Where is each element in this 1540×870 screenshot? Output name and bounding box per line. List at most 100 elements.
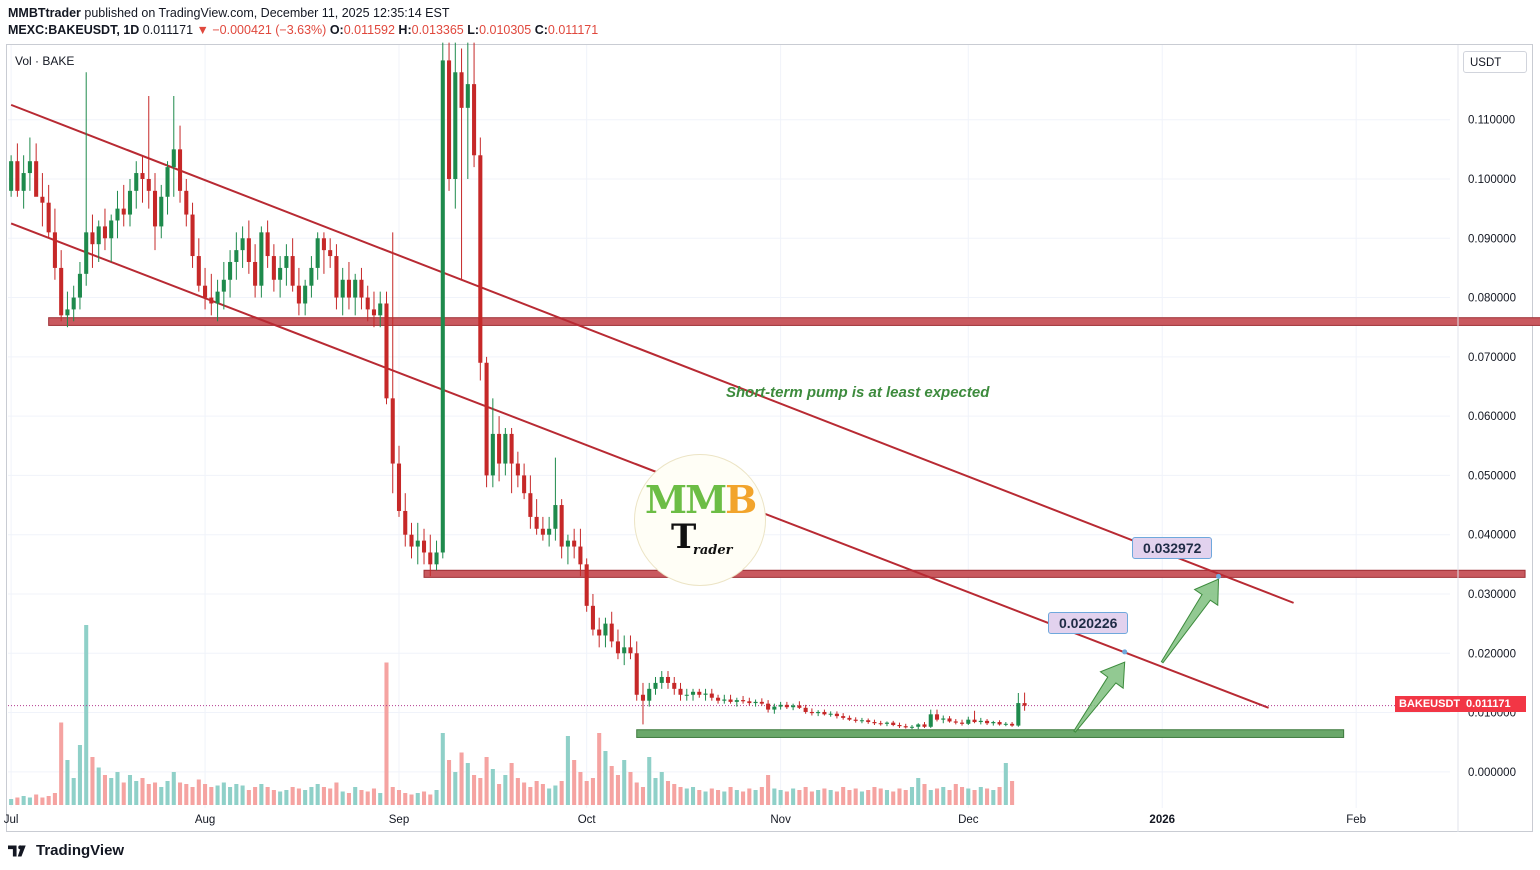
volume-bar	[597, 733, 602, 805]
candle-body	[609, 623, 614, 642]
volume-bar	[734, 790, 739, 805]
x-tick-label: 2026	[1149, 814, 1175, 826]
candle-body	[672, 682, 677, 689]
candle-body	[628, 647, 633, 654]
price-change: ▼ −0.000421 (−3.63%)	[196, 23, 327, 37]
volume-bar	[615, 775, 620, 805]
candle-body	[178, 149, 183, 191]
tradingview-footer[interactable]: TradingView	[8, 842, 124, 859]
mmb-trader-logo: MMB T rader	[634, 454, 766, 586]
candle-body	[872, 722, 877, 724]
logo-mm: MM	[645, 477, 727, 522]
volume-bar	[40, 797, 45, 805]
candle-body	[909, 726, 915, 728]
volume-bar	[822, 788, 827, 805]
volume-bar	[590, 778, 595, 805]
volume-bar	[353, 787, 358, 805]
volume-bar	[334, 782, 339, 805]
volume-bar	[84, 625, 89, 805]
y-tick-label: 0.040000	[1468, 530, 1516, 542]
volume-bar	[991, 790, 996, 805]
volume-bar	[246, 790, 251, 805]
currency-button[interactable]: USDT	[1463, 51, 1527, 73]
candle-body	[90, 232, 95, 245]
candle-body	[647, 688, 652, 701]
candle-body	[753, 701, 758, 704]
symbol-info: MEXC:BAKEUSDT, 1D 0.011171 ▼ −0.000421 (…	[8, 23, 598, 37]
volume-bar	[71, 778, 76, 805]
volume-bar	[359, 790, 364, 805]
volume-bar	[578, 772, 583, 805]
y-tick-label: 0.030000	[1468, 589, 1516, 601]
volume-bar	[309, 787, 314, 805]
resistance-zone	[48, 317, 1540, 326]
candle-body	[515, 463, 520, 476]
volume-bar	[859, 791, 864, 805]
candle-body	[615, 641, 620, 654]
candle-body	[784, 704, 789, 708]
volume-bar	[115, 772, 120, 805]
candle-body	[772, 706, 777, 710]
volume-bar	[447, 760, 452, 805]
volume-bar	[146, 784, 151, 805]
candle-body	[21, 173, 26, 191]
volume-bar	[465, 763, 470, 805]
volume-bar	[672, 784, 677, 805]
volume-bar	[866, 790, 871, 805]
candle-body	[859, 720, 864, 722]
volume-bar	[897, 788, 902, 805]
candle-body	[428, 552, 433, 565]
candle-body	[947, 718, 952, 722]
volume-bar	[540, 784, 545, 805]
volume-bar	[46, 796, 51, 805]
volume-bar	[878, 788, 883, 805]
candle-body	[365, 297, 370, 310]
volume-bar	[741, 791, 746, 805]
candle-body	[27, 161, 32, 174]
candle-body	[346, 279, 351, 298]
x-tick-label: Aug	[195, 814, 215, 826]
price-axis: 0.110000 0.100000 0.090000 0.080000 0.070000…	[1457, 45, 1516, 832]
publish-date: published on TradingView.com, December 1…	[84, 6, 450, 20]
volume-bar	[403, 793, 408, 805]
volume-bar	[259, 784, 264, 805]
candle-body	[828, 713, 833, 715]
candle-body	[40, 196, 45, 203]
last-price-tag: 0.011171	[1462, 696, 1526, 712]
volume-bar	[171, 772, 176, 805]
volume-bar	[622, 760, 627, 805]
candle-body	[102, 226, 108, 239]
target-point	[1122, 649, 1128, 655]
x-tick-label: Feb	[1346, 814, 1366, 826]
volume-bar	[396, 790, 402, 805]
volume-bar	[659, 772, 664, 805]
volume-bars	[9, 625, 1015, 805]
candle-body	[659, 676, 664, 683]
candle-body	[847, 717, 852, 720]
y-tick-label: 0.080000	[1468, 293, 1516, 305]
volume-bar	[303, 790, 308, 805]
candle-body	[878, 723, 883, 725]
tradingview-logo-icon	[8, 844, 26, 856]
candle-body	[340, 279, 345, 298]
candle-body	[384, 303, 389, 399]
candle-body	[559, 505, 564, 547]
candle-body	[709, 693, 714, 698]
trendlines	[8, 103, 1450, 709]
volume-bar	[371, 788, 377, 805]
candle-body	[447, 60, 452, 179]
volume-bar	[778, 790, 783, 805]
volume-bar	[784, 791, 789, 805]
candle-body	[165, 167, 170, 197]
logo-t: T	[671, 517, 697, 557]
candle-body	[96, 226, 101, 245]
candle-body	[196, 256, 201, 286]
candle-body	[490, 433, 495, 476]
candle-body	[841, 716, 846, 718]
open-value: 0.011592	[343, 23, 395, 37]
candle-body	[265, 232, 270, 257]
candle-body	[966, 719, 971, 724]
volume-bar	[96, 767, 101, 805]
volume-bar	[834, 791, 839, 805]
